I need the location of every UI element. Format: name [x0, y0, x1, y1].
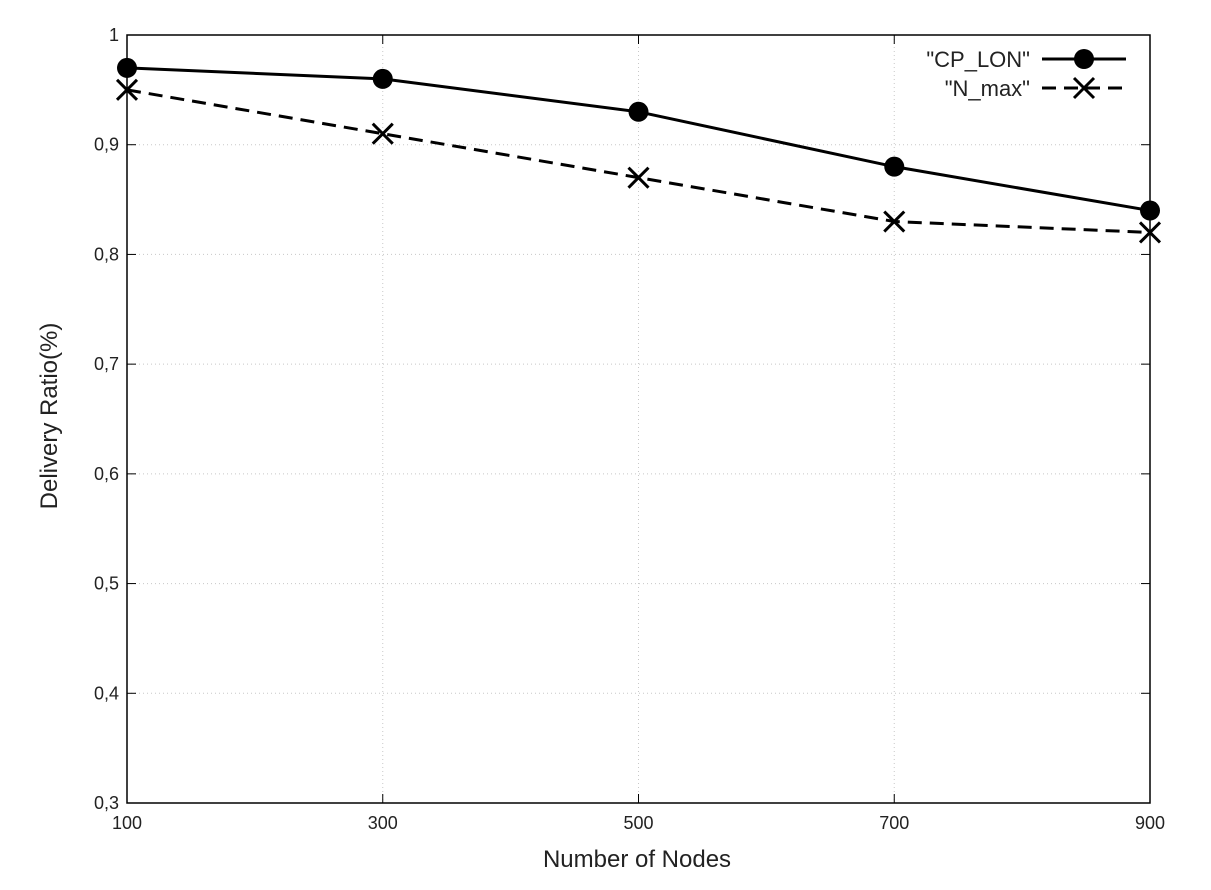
x-tick-label: 500 [623, 813, 653, 833]
grid-layer [127, 35, 1150, 803]
data-point-series-0 [372, 68, 393, 89]
x-tick-label: 100 [112, 813, 142, 833]
x-marker-stroke [1138, 221, 1162, 244]
x-marker-stroke [115, 78, 139, 101]
axis-layer: 0,3 0,4 0,5 0,6 0,7 0,8 0,9 1 100 300 500 700 900 [94, 25, 1165, 833]
data-point-series-1 [1138, 221, 1162, 244]
legend-swatch-marker-1 [1072, 76, 1096, 100]
series-layer [115, 57, 1162, 244]
legend-label-0: "CP_LON" [926, 47, 1030, 72]
data-point-series-0 [884, 156, 905, 177]
x-marker-stroke [883, 210, 906, 233]
data-point-series-0 [1140, 200, 1160, 221]
x-axis-label: Number of Nodes [543, 846, 731, 873]
x-tick-label: 900 [1135, 813, 1165, 833]
x-marker-stroke [371, 122, 394, 145]
y-tick-label: 0,7 [94, 354, 119, 374]
data-point-series-1 [883, 210, 906, 233]
legend-label-1: "N_max" [945, 76, 1030, 101]
data-point-series-0 [628, 101, 649, 122]
plot-frame [126, 34, 1151, 804]
x-marker-stroke [1072, 76, 1096, 100]
legend: "CP_LON" "N_max" [926, 47, 1126, 101]
y-tick-label: 1 [109, 25, 119, 45]
data-point-series-1 [371, 122, 394, 145]
data-point-series-1 [627, 166, 650, 189]
y-tick-label: 0,8 [94, 244, 119, 264]
data-point-series-1 [115, 78, 139, 101]
y-tick-label: 0,6 [94, 464, 119, 484]
data-point-series-0 [117, 57, 137, 78]
y-tick-label: 0,3 [94, 793, 119, 813]
x-tick-label: 300 [368, 813, 398, 833]
x-marker-stroke [627, 166, 650, 189]
x-tick-label: 700 [879, 813, 909, 833]
y-tick-label: 0,9 [94, 135, 119, 155]
y-tick-label: 0,4 [94, 683, 119, 703]
legend-swatch-marker-0 [1074, 49, 1094, 69]
y-tick-label: 0,5 [94, 574, 119, 594]
y-axis-label: Delivery Ratio(%) [36, 323, 63, 510]
